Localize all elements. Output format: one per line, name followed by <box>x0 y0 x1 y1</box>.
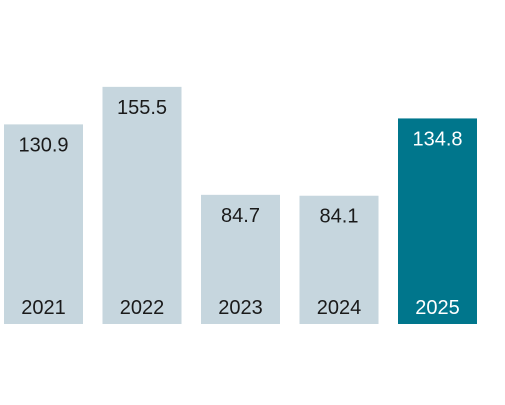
value-label-2025: 134.8 <box>412 128 462 150</box>
value-label-2024: 84.1 <box>320 206 359 228</box>
category-label-2022: 2022 <box>120 297 165 319</box>
value-label-2021: 130.9 <box>18 134 68 156</box>
value-label-2022: 155.5 <box>117 97 167 119</box>
bar-2023 <box>201 194 280 324</box>
category-label-2025: 2025 <box>415 297 460 319</box>
value-label-2023: 84.7 <box>221 205 260 227</box>
category-label-2023: 2023 <box>218 297 263 319</box>
category-label-2024: 2024 <box>317 297 362 319</box>
bar-2025 <box>398 118 477 325</box>
bar-2024 <box>299 195 379 324</box>
bars-group: 130.9 2021 155.5 2022 84.7 2023 84.1 2024 134.8 2… <box>4 86 477 325</box>
bar-2022 <box>102 86 182 324</box>
bar-2021 <box>4 124 83 324</box>
category-label-2021: 2021 <box>21 297 66 319</box>
